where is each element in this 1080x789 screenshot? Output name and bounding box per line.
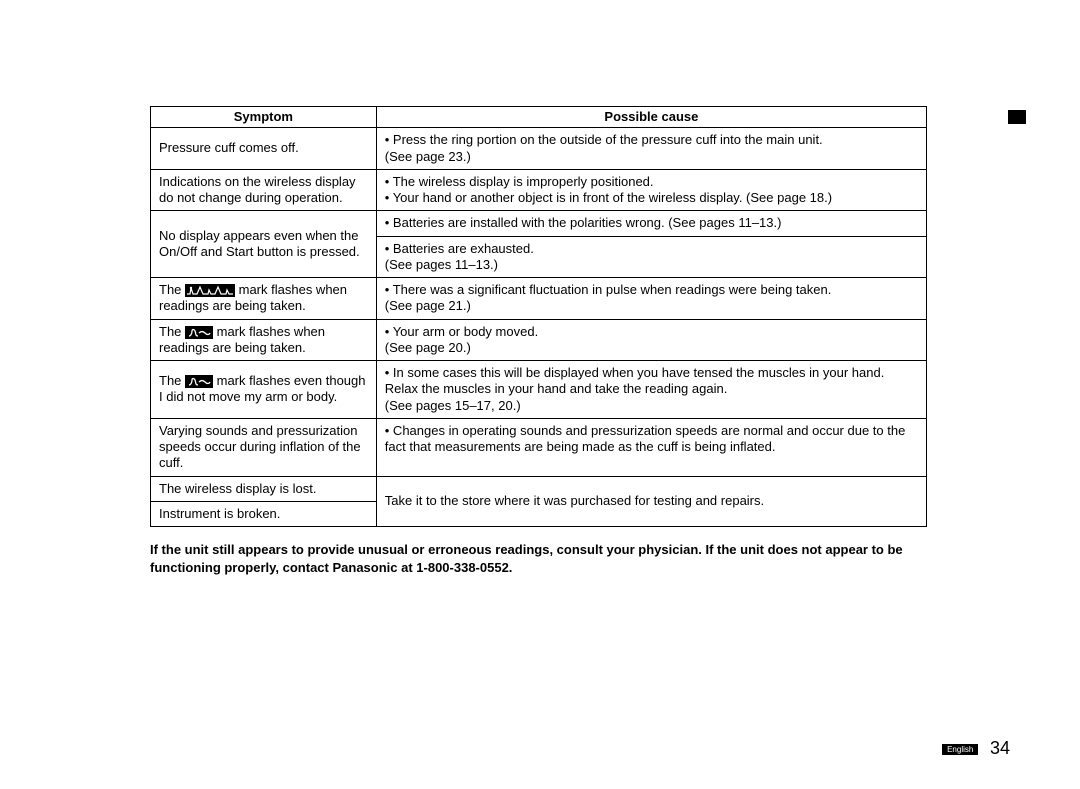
table-row: The mark flashes when readings are being…	[151, 319, 927, 361]
symptom-cell: The mark flashes when readings are being…	[151, 278, 377, 320]
table-row: Varying sounds and pressurization speeds…	[151, 418, 927, 476]
table-row: No display appears even when the On/Off …	[151, 211, 927, 236]
symptom-text-pre: The	[159, 373, 185, 388]
cause-cell: Take it to the store where it was purcha…	[376, 476, 926, 527]
page-number: 34	[990, 738, 1010, 758]
cause-cell: • The wireless display is improperly pos…	[376, 169, 926, 211]
symptom-cell: Indications on the wireless display do n…	[151, 169, 377, 211]
cause-cell: • Press the ring portion on the outside …	[376, 128, 926, 170]
cause-cell: • Your arm or body moved.(See page 20.)	[376, 319, 926, 361]
troubleshooting-table: Symptom Possible cause Pressure cuff com…	[150, 106, 927, 527]
symptom-cell: Instrument is broken.	[151, 501, 377, 526]
symptom-cell: Varying sounds and pressurization speeds…	[151, 418, 377, 476]
cause-cell: • Batteries are exhausted.(See pages 11–…	[376, 236, 926, 278]
section-tab	[1008, 110, 1026, 124]
table-header-row: Symptom Possible cause	[151, 107, 927, 128]
language-badge: English	[942, 744, 978, 755]
pulse-waveform-icon	[185, 284, 235, 297]
cause-cell: • Changes in operating sounds and pressu…	[376, 418, 926, 476]
symptom-cell: The mark flashes even though I did not m…	[151, 361, 377, 419]
table-row: Pressure cuff comes off. • Press the rin…	[151, 128, 927, 170]
body-movement-icon	[185, 375, 213, 388]
table-row: The mark flashes even though I did not m…	[151, 361, 927, 419]
table-row: Indications on the wireless display do n…	[151, 169, 927, 211]
cause-cell: • In some cases this will be displayed w…	[376, 361, 926, 419]
table-row: The mark flashes when readings are being…	[151, 278, 927, 320]
symptom-text-pre: The	[159, 282, 185, 297]
header-cause: Possible cause	[376, 107, 926, 128]
symptom-cell: The mark flashes when readings are being…	[151, 319, 377, 361]
content-area: Symptom Possible cause Pressure cuff com…	[150, 106, 927, 576]
page-footer: English 34	[942, 738, 1010, 759]
symptom-text-pre: The	[159, 324, 185, 339]
cause-cell: • There was a significant fluctuation in…	[376, 278, 926, 320]
header-symptom: Symptom	[151, 107, 377, 128]
symptom-cell: Pressure cuff comes off.	[151, 128, 377, 170]
symptom-cell: The wireless display is lost.	[151, 476, 377, 501]
cause-cell: • Batteries are installed with the polar…	[376, 211, 926, 236]
table-row: The wireless display is lost. Take it to…	[151, 476, 927, 501]
symptom-cell: No display appears even when the On/Off …	[151, 211, 377, 278]
footer-note: If the unit still appears to provide unu…	[150, 541, 927, 576]
body-movement-icon	[185, 326, 213, 339]
